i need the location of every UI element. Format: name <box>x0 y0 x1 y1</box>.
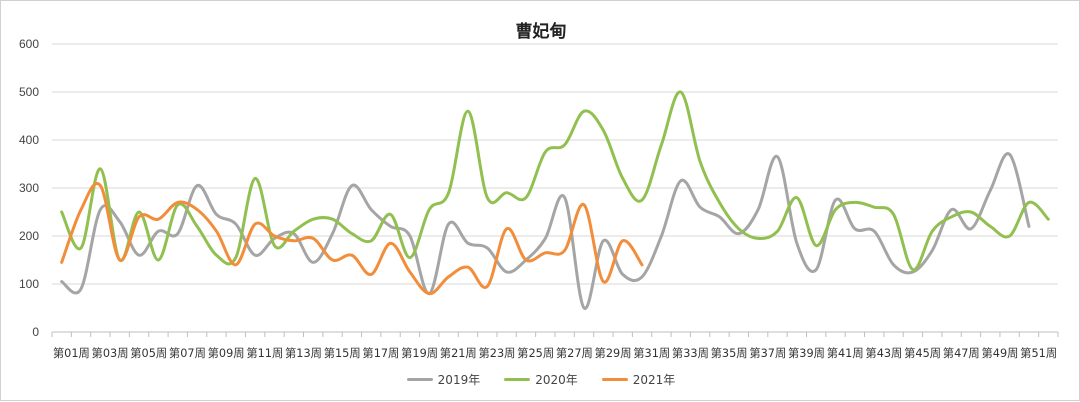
x-tick-label: 第37周 <box>749 346 786 360</box>
x-tick-label: 第35周 <box>711 346 748 360</box>
legend-swatch <box>601 377 628 381</box>
legend-label: 2021年 <box>632 372 676 387</box>
x-tick-label: 第47周 <box>943 346 980 360</box>
legend-item: 2020年 <box>504 371 578 388</box>
legend-item: 2021年 <box>601 371 676 388</box>
legend: 2019年 2020年 2021年 <box>1 370 1080 388</box>
series-line-2 <box>60 90 1050 272</box>
series-line-3 <box>60 182 644 296</box>
legend-label: 2019年 <box>437 372 481 387</box>
legend-swatch <box>504 377 531 381</box>
y-tick-label: 600 <box>19 37 39 51</box>
x-tick-label: 第11周 <box>246 346 283 360</box>
x-tick-label: 第05周 <box>130 346 167 360</box>
y-tick-label: 400 <box>19 133 39 147</box>
x-tick-label: 第01周 <box>53 346 90 360</box>
x-tick-label: 第43周 <box>865 346 902 360</box>
x-tick-label: 第31周 <box>633 346 670 360</box>
y-tick-label: 0 <box>32 325 39 339</box>
y-tick-label: 300 <box>19 181 39 195</box>
x-tick-label: 第29周 <box>595 346 632 360</box>
x-tick-label: 第39周 <box>788 346 825 360</box>
x-tick-label: 第49周 <box>981 346 1018 360</box>
x-tick-label: 第13周 <box>285 346 322 360</box>
legend-label: 2020年 <box>535 372 578 387</box>
x-tick-label: 第45周 <box>904 346 941 360</box>
x-tick-label: 第51周 <box>1020 346 1057 360</box>
x-tick-label: 第21周 <box>440 346 477 360</box>
axis-layer: 0100200300400500600第01周 第03周 第05周 第07周 第09周第… <box>19 37 1059 360</box>
y-tick-label: 100 <box>19 277 39 291</box>
x-tick-label: 第23周 <box>478 346 515 360</box>
x-tick-label: 第41周 <box>827 346 864 360</box>
x-tick-label: 第25周 <box>517 346 554 360</box>
series-layer <box>60 90 1050 310</box>
series-line-1 <box>60 152 1031 310</box>
x-tick-label: 第15周 <box>324 346 361 360</box>
x-tick-label: 第33周 <box>672 346 709 360</box>
x-tick-label: 第19周 <box>401 346 438 360</box>
grid-layer <box>52 43 1058 285</box>
y-tick-label: 500 <box>19 85 39 99</box>
legend-swatch <box>406 377 433 381</box>
x-tick-label: 第03周 <box>92 346 129 360</box>
x-tick-label: 第07周 <box>169 346 206 360</box>
chart-title: 曹妃甸 <box>515 22 567 42</box>
y-tick-label: 200 <box>19 229 39 243</box>
x-tick-label: 第09周 <box>208 346 245 360</box>
x-tick-label: 第27周 <box>556 346 593 360</box>
legend-item: 2019年 <box>406 371 481 388</box>
x-tick-label: 第17周 <box>362 346 399 360</box>
